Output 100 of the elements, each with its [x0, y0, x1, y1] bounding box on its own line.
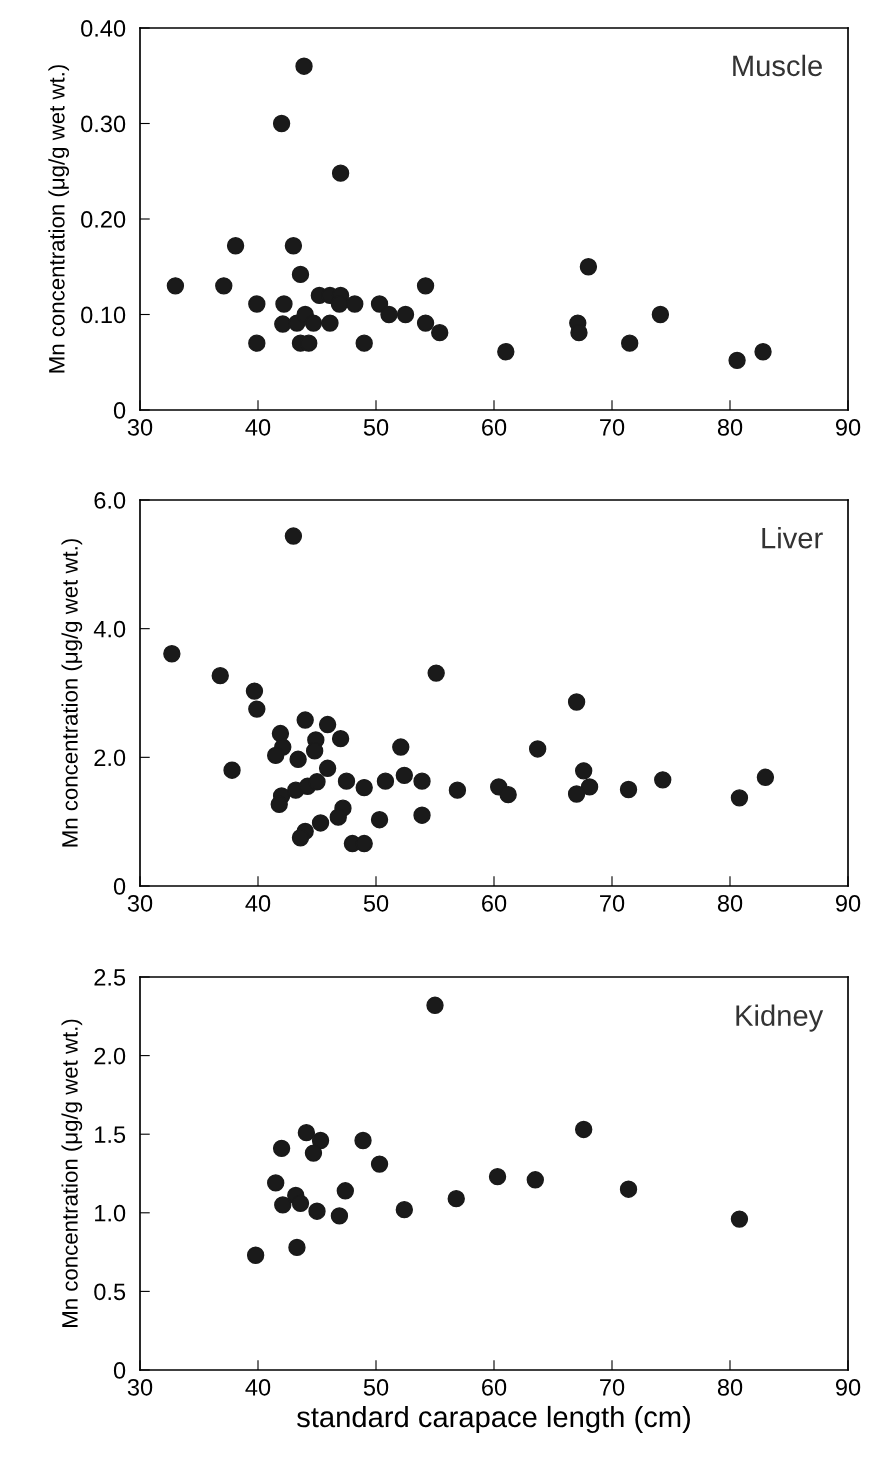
point — [380, 305, 398, 324]
point — [448, 781, 467, 799]
x-tick-label: 90 — [835, 418, 861, 436]
point — [308, 773, 326, 791]
point — [528, 740, 547, 758]
y-tick-label: 0.20 — [81, 211, 126, 228]
x-tick-label: 40 — [245, 1378, 271, 1396]
point — [291, 1194, 310, 1213]
point — [226, 237, 245, 255]
point — [166, 277, 185, 295]
point — [284, 237, 303, 255]
point — [311, 1131, 330, 1150]
x-tick-label: 70 — [600, 1378, 625, 1396]
text: Muscle — [733, 54, 822, 77]
point — [329, 808, 347, 826]
y-tick-label: 1.0 — [95, 1204, 126, 1222]
point — [574, 1120, 593, 1139]
point — [274, 1196, 292, 1214]
point — [580, 778, 599, 796]
point — [567, 785, 586, 803]
point — [416, 314, 435, 332]
x-tick-label: 60 — [482, 1378, 507, 1396]
point — [730, 1210, 749, 1228]
point — [355, 778, 373, 797]
point — [431, 323, 449, 342]
point — [248, 700, 266, 718]
y-axis-title: Mn concentration (μg/g wet wt.) — [61, 539, 83, 847]
point — [311, 814, 330, 832]
point — [304, 314, 323, 332]
point — [370, 1155, 389, 1173]
x-tick-label: 80 — [717, 1378, 743, 1396]
point — [654, 771, 672, 789]
point — [579, 258, 598, 276]
y-tick-label: 1.5 — [95, 1126, 126, 1143]
point — [246, 1246, 265, 1264]
point — [499, 785, 517, 804]
x-tick-label: 40 — [245, 894, 271, 912]
point — [284, 527, 303, 545]
x-tick-label: 90 — [835, 894, 861, 912]
point — [346, 295, 364, 313]
point — [331, 729, 350, 748]
point — [567, 693, 586, 711]
point — [296, 711, 314, 729]
point — [304, 1144, 323, 1162]
point — [413, 806, 431, 824]
y-tick-label: 0.5 — [94, 1283, 126, 1301]
point — [330, 1207, 349, 1225]
y-tick-label: 2.5 — [94, 969, 126, 986]
x-tick-label: 30 — [127, 1378, 153, 1396]
point — [272, 114, 291, 133]
y-tick-label: 0 — [113, 1362, 126, 1379]
point — [318, 715, 337, 734]
y-tick-label: 0 — [113, 402, 126, 419]
x-tick-label: 60 — [482, 418, 507, 436]
point — [416, 277, 435, 295]
point — [621, 334, 639, 352]
point — [331, 164, 350, 182]
point — [526, 1171, 544, 1189]
x-tick-label: 30 — [127, 418, 153, 436]
point — [318, 759, 337, 777]
y-tick-label: 2.0 — [94, 749, 126, 767]
text: Kidney — [736, 1004, 824, 1032]
x-tick-label: 90 — [835, 1378, 861, 1396]
y-tick-label: 6.0 — [94, 492, 126, 509]
point — [248, 295, 266, 313]
point — [288, 1238, 306, 1257]
point — [211, 666, 229, 685]
point — [376, 772, 395, 790]
point — [336, 1182, 355, 1200]
point — [619, 1180, 638, 1198]
x-tick-label: 30 — [127, 894, 153, 912]
point — [248, 334, 266, 352]
y-tick-label: 2.0 — [94, 1047, 126, 1065]
point — [305, 742, 324, 760]
x-tick-label: 50 — [363, 1378, 389, 1396]
x-tick-label: 70 — [600, 418, 625, 436]
point — [396, 305, 415, 324]
y-axis-title: Mn concentration (μg/g wet wt.) — [48, 65, 70, 373]
point — [215, 277, 233, 295]
point — [728, 351, 746, 370]
point — [291, 829, 310, 847]
point — [321, 314, 339, 332]
x-tick-label: 40 — [245, 418, 271, 436]
x-axis-title: standard carapace length (cm) — [297, 1405, 690, 1434]
point — [395, 1200, 414, 1219]
point — [245, 682, 264, 700]
point — [267, 746, 285, 765]
x-tick-label: 80 — [717, 418, 743, 436]
point — [295, 57, 313, 75]
point — [223, 761, 241, 779]
point — [488, 1167, 507, 1186]
point — [427, 664, 445, 682]
point — [426, 996, 444, 1014]
point — [297, 1123, 316, 1142]
point — [392, 738, 410, 756]
point — [355, 334, 373, 352]
y-tick-label: 0.10 — [81, 306, 126, 324]
x-tick-label: 60 — [482, 894, 507, 912]
point — [447, 1189, 465, 1208]
point — [275, 295, 293, 313]
